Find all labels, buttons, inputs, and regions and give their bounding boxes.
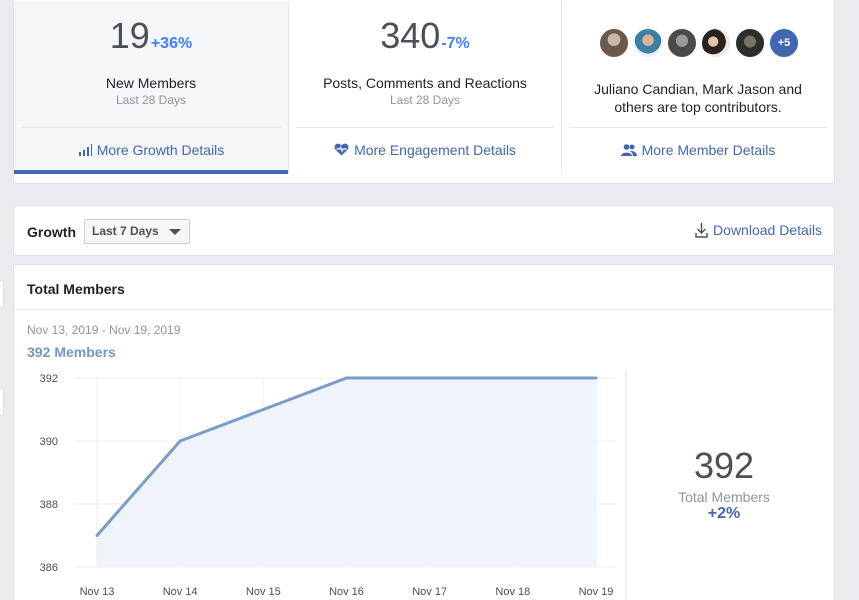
members-count: 392 Members [27,344,116,360]
summary-value: 392 [693,445,755,486]
growth-stat-panel: 19+36% New Members Last 28 Days More Gro… [14,1,288,174]
caret-down-icon [168,229,181,235]
y-tick-label: 390 [40,436,58,448]
members-area [97,378,596,567]
x-tick-label: Nov 16 [329,586,364,598]
more-engagement-details-label: More Engagement Details [354,141,516,158]
engagement-stat-value: 340-7% [289,15,561,57]
active-tab-indicator [14,170,288,174]
total-members-chart: 386 388 390 392 Nov 13 Nov 14 Nov 15 Nov 16 Nov … [40,370,627,600]
data-point [178,439,182,443]
more-growth-details-link[interactable]: More Growth Details [21,127,281,171]
top-contributors-text: Juliano Candian, Mark Jason and others a… [572,80,824,116]
x-tick-label: Nov 14 [163,586,198,598]
date-range-text: Nov 13, 2019 - Nov 19, 2019 [27,323,181,337]
x-tick-label: Nov 13 [80,586,115,598]
top-contributors-avatars: +5 [598,27,802,59]
y-tick-label: 392 [40,373,58,385]
avatar[interactable] [632,27,664,59]
engagement-change: -7% [441,35,470,52]
top-contributors-line: others are top contributors. [614,99,782,115]
more-growth-details-label: More Growth Details [96,141,225,158]
summary-change: +2% [707,505,741,522]
more-member-details-label: More Member Details [641,141,776,158]
avatar[interactable] [734,27,766,59]
x-tick-label: Nov 19 [579,586,614,598]
top-contributors-line: Juliano Candian, Mark Jason and [594,81,802,97]
x-tick-label: Nov 17 [412,586,447,598]
data-point [428,376,432,380]
summary-label: Total Members [678,489,770,505]
avatar[interactable] [598,27,630,59]
download-icon [695,223,708,238]
data-point [261,408,265,411]
group-insights-summary-card: 19+36% New Members Last 28 Days More Gro… [13,0,835,184]
download-details-link[interactable]: Download Details [695,222,822,238]
growth-title: Growth [27,224,76,240]
data-point [511,376,515,380]
date-range-value: Last 7 Days [92,224,159,238]
new-members-count: 19 [109,15,150,56]
engagement-label: Posts, Comments and Reactions [323,75,527,91]
date-range-dropdown[interactable]: Last 7 Days [84,219,190,244]
members-count-unit: Members [54,344,116,360]
avatar[interactable] [666,27,698,59]
engagement-count: 340 [380,15,441,56]
more-engagement-details-link[interactable]: More Engagement Details [296,127,554,171]
bar-chart-icon [78,143,92,156]
members-icon [620,143,637,156]
more-contributors-badge[interactable]: +5 [768,27,800,59]
x-tick-label: Nov 18 [495,586,530,598]
members-count-value: 392 [27,344,51,360]
left-edge-tab [0,388,4,416]
growth-toolbar: Growth Last 7 Days Download Details [13,205,835,256]
y-tick-label: 386 [40,562,58,574]
data-point [594,376,598,380]
data-point [345,376,348,380]
heart-pulse-icon [334,143,349,156]
engagement-stat-panel: 340-7% Posts, Comments and Reactions Las… [288,1,561,174]
y-tick-label: 388 [40,499,58,511]
avatar[interactable] [700,27,732,59]
new-members-label: New Members [105,75,197,91]
left-edge-tab [0,280,4,308]
new-members-change: +36% [150,35,193,52]
total-members-title: Total Members [27,281,125,297]
engagement-period: Last 28 Days [389,93,461,107]
new-members-period: Last 28 Days [115,93,187,107]
x-tick-label: Nov 15 [246,586,281,598]
divider [14,309,834,310]
data-point [95,534,99,537]
total-members-card: Total Members Nov 13, 2019 - Nov 19, 201… [13,264,835,600]
contributors-stat-panel: +5 Juliano Candian, Mark Jason and other… [561,1,834,174]
download-details-label: Download Details [713,222,822,238]
growth-stat-value: 19+36% [14,15,288,57]
total-members-summary: 392 Total Members +2% [644,445,804,523]
more-member-details-link[interactable]: More Member Details [569,127,827,171]
